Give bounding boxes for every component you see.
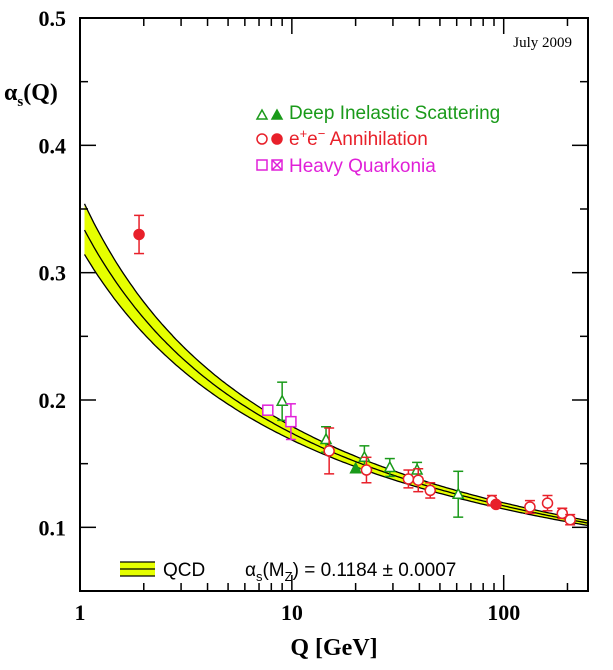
y-tick-label: 0.1	[39, 515, 67, 540]
legend: Deep Inelastic Scattering e+e− Annihilat…	[255, 103, 500, 177]
data-point	[490, 498, 502, 511]
legend-open-circle-marker	[256, 133, 268, 145]
legend-label-ee-plus: +	[300, 126, 308, 141]
qcd-legend: QCD αs(MZ) = 0.1184 ± 0.0007	[120, 560, 456, 584]
data-point	[383, 460, 397, 473]
qcd-band-lower-line	[83, 254, 589, 527]
qcd-formula-alpha: α	[245, 560, 256, 581]
qcd-band	[83, 203, 589, 527]
legend-label-ee-minus: −	[318, 126, 326, 141]
qcd-band-fill	[84, 203, 588, 526]
qcd-formula-sub2: Z	[285, 569, 293, 584]
data-point	[262, 404, 274, 416]
data-point	[275, 394, 289, 407]
qcd-formula: αs(MZ) = 0.1184 ± 0.0007	[245, 560, 456, 584]
y-axis-title-sub: s	[17, 94, 23, 110]
data-point	[412, 474, 424, 486]
y-axis-title: αs(Q)	[4, 80, 58, 110]
legend-label-dis: Deep Inelastic Scattering	[289, 103, 500, 124]
x-tick-label: 100	[487, 600, 520, 625]
legend-item-dis: Deep Inelastic Scattering	[255, 103, 500, 124]
ticks	[79, 17, 588, 592]
y-tick-label: 0.3	[39, 261, 67, 286]
data-point	[451, 487, 465, 499]
date-annotation: July 2009	[513, 35, 572, 51]
x-axis-title: Q [GeV]	[290, 635, 377, 661]
legend-label-ee: e+e− Annihilation	[289, 126, 428, 150]
legend-filled-triangle-marker	[270, 108, 284, 120]
legend-open-square-marker	[256, 159, 268, 171]
axes	[79, 17, 589, 592]
data-point	[424, 484, 436, 497]
legend-item-ee: e+e− Annihilation	[256, 126, 428, 150]
y-tick-label: 0.2	[39, 388, 67, 413]
y-tick-label: 0.4	[39, 133, 67, 158]
legend-open-triangle-marker	[255, 108, 269, 120]
legend-filled-circle-marker	[271, 133, 283, 145]
legend-label-ee-rest: Annihilation	[325, 129, 427, 150]
qcd-band-central-line	[83, 229, 589, 524]
data-points	[133, 214, 576, 526]
legend-crossed-square-cross	[271, 159, 283, 171]
data-point	[524, 501, 536, 513]
plot-frame	[79, 17, 589, 592]
x-tick-label: 1	[75, 600, 86, 625]
data-point	[402, 473, 415, 485]
qcd-legend-label: QCD	[163, 560, 205, 581]
data-point	[360, 464, 373, 476]
tick-labels: 1 10 100 0.1 0.2 0.3 0.4 0.5	[39, 6, 521, 625]
data-point	[564, 513, 576, 526]
qcd-band-upper-line	[83, 203, 589, 522]
legend-label-ee-e2: e	[307, 129, 318, 150]
legend-label-ee-e1: e	[289, 129, 300, 150]
qcd-formula-sub1: s	[256, 569, 263, 584]
data-point	[285, 415, 297, 428]
data-point	[349, 461, 362, 474]
qcd-formula-close: ) = 0.1184 ± 0.0007	[293, 560, 457, 581]
y-tick-label: 0.5	[39, 6, 67, 31]
data-point	[556, 507, 569, 520]
x-tick-label: 10	[281, 600, 303, 625]
data-point	[133, 228, 145, 241]
y-axis-title-alpha: α	[4, 80, 18, 106]
y-axis-title-tail: (Q)	[23, 80, 58, 106]
legend-item-quarkonia: Heavy Quarkonia	[256, 156, 436, 177]
data-point	[541, 497, 554, 509]
qcd-formula-open: (M	[262, 560, 284, 581]
data-point	[323, 445, 335, 457]
legend-label-quarkonia: Heavy Quarkonia	[289, 156, 436, 177]
